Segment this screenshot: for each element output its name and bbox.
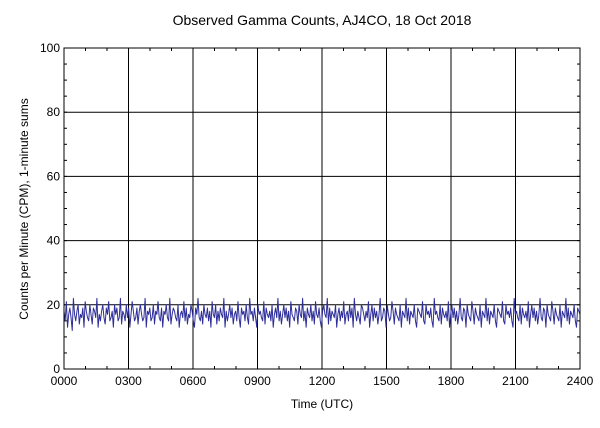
x-tick-label: 1200 bbox=[309, 374, 336, 388]
y-tick-label: 100 bbox=[40, 41, 60, 55]
y-tick-label: 40 bbox=[47, 234, 61, 248]
x-tick-label: 2100 bbox=[502, 374, 529, 388]
plot-frame bbox=[63, 47, 581, 370]
x-tick-labels: 0000 0300 0600 0900 1200 1500 1800 2100 2400 bbox=[51, 374, 594, 388]
series-layer bbox=[63, 297, 581, 331]
x-tick-label: 2400 bbox=[567, 374, 594, 388]
chart-title: Observed Gamma Counts, AJ4CO, 18 Oct 201… bbox=[173, 12, 472, 28]
x-tick-label: 0600 bbox=[180, 374, 207, 388]
series-line-0 bbox=[63, 297, 581, 331]
y-tick-label: 0 bbox=[53, 362, 60, 376]
y-tick-label: 60 bbox=[47, 169, 61, 183]
grid-layer bbox=[63, 47, 581, 370]
y-tick-labels: 0 20 40 60 80 100 bbox=[40, 41, 60, 376]
y-axis-title: Counts per Minute (CPM), 1-minute sums bbox=[17, 98, 31, 319]
x-axis-title: Time (UTC) bbox=[291, 397, 353, 411]
plot-frame-layer bbox=[63, 47, 581, 370]
x-tick-label: 1500 bbox=[373, 374, 400, 388]
y-tick-label: 20 bbox=[47, 298, 61, 312]
x-tick-label: 0900 bbox=[244, 374, 271, 388]
x-tick-label: 1800 bbox=[438, 374, 465, 388]
x-tick-label: 0300 bbox=[115, 374, 142, 388]
y-tick-label: 80 bbox=[47, 105, 61, 119]
x-tick-label: 0000 bbox=[51, 374, 78, 388]
